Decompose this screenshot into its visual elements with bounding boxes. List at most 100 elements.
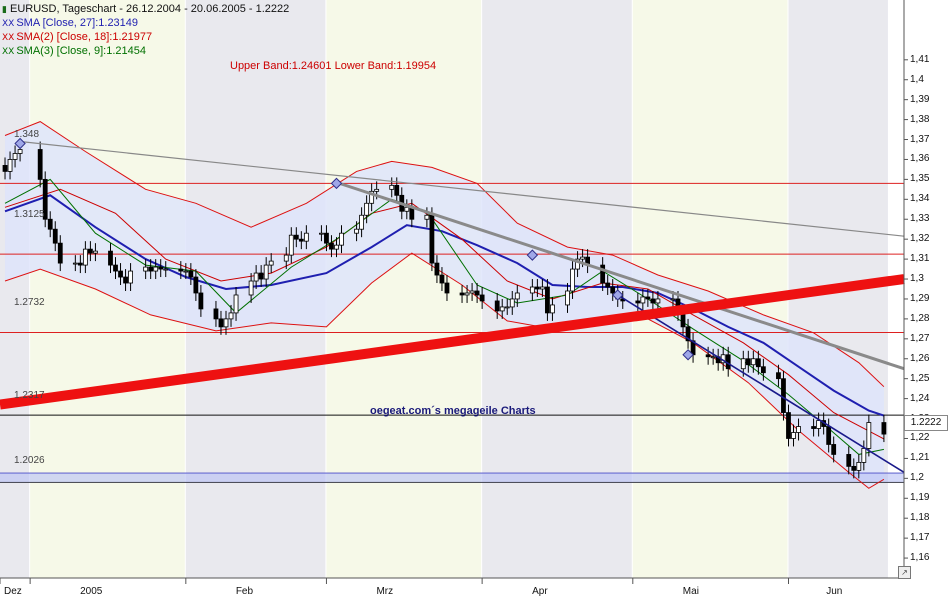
- candle-body: [47, 218, 53, 230]
- candle-body: [42, 178, 48, 220]
- candle-body: [610, 286, 616, 294]
- candle-body: [464, 292, 470, 296]
- candle: [570, 261, 575, 299]
- candle-body: [670, 298, 676, 301]
- level-lines: [0, 182, 904, 483]
- candle-body: [324, 232, 329, 244]
- candle-body: [143, 266, 149, 272]
- candle: [88, 241, 93, 262]
- candle: [816, 412, 822, 437]
- candle: [655, 290, 661, 311]
- candle-body: [791, 432, 796, 439]
- scroll-icon[interactable]: ↗: [898, 566, 911, 579]
- candle: [72, 255, 78, 272]
- candle-body: [851, 465, 857, 471]
- candle-body: [846, 454, 852, 467]
- candle: [178, 261, 184, 280]
- candle-body: [228, 312, 234, 320]
- x-tick-label: Jun: [826, 586, 843, 597]
- candle-body: [248, 280, 254, 296]
- legend-sma9[interactable]: XX SMA(3) [Close, 9]:1.21454: [2, 45, 146, 57]
- candle-body: [198, 292, 204, 310]
- candle-body: [710, 356, 716, 359]
- candle-body: [469, 290, 475, 294]
- candle: [791, 424, 796, 447]
- candle: [369, 183, 375, 212]
- trendline: [0, 274, 905, 410]
- candle-body: [640, 296, 646, 304]
- candle: [263, 257, 269, 288]
- candle: [550, 296, 555, 321]
- candle: [12, 145, 18, 168]
- series-line: [4, 194, 885, 417]
- y-tick-label: 1,33: [910, 213, 930, 225]
- candle-body: [570, 268, 575, 292]
- trendline: [20, 140, 905, 237]
- candle: [499, 298, 505, 319]
- candle: [760, 358, 766, 381]
- candle: [148, 259, 154, 280]
- candle: [7, 151, 13, 180]
- candle-body: [233, 294, 239, 314]
- candle: [57, 235, 63, 272]
- candle: [640, 289, 646, 311]
- candle-body: [37, 149, 43, 180]
- candle-body: [881, 422, 887, 435]
- candle: [479, 287, 485, 309]
- candle-body: [424, 214, 430, 220]
- y-tick-label: 1,16: [910, 552, 930, 564]
- candle-body: [479, 294, 485, 302]
- candle-body: [178, 268, 184, 272]
- candle: [223, 310, 229, 335]
- candle: [429, 207, 435, 272]
- legend-sma27[interactable]: XX SMA [Close, 27]:1.23149: [2, 17, 138, 29]
- candle: [82, 241, 88, 274]
- candle: [268, 253, 274, 274]
- candle-body: [389, 184, 395, 190]
- candle: [565, 283, 570, 313]
- y-tick-label: 1,32: [910, 233, 930, 245]
- level-label: 1.2026: [14, 455, 45, 466]
- candle: [534, 279, 540, 297]
- candle: [213, 300, 219, 327]
- candle: [504, 298, 510, 315]
- candle-body: [329, 242, 334, 250]
- candle: [469, 283, 475, 301]
- candle: [866, 414, 872, 457]
- y-tick-label: 1,21: [910, 452, 930, 464]
- candle: [143, 259, 149, 280]
- candle-body: [72, 262, 78, 265]
- candle: [786, 404, 791, 447]
- candle-body: [128, 270, 133, 284]
- candle: [153, 259, 159, 280]
- x-tick-label: Feb: [235, 586, 254, 597]
- y-tick-label: 1,37: [910, 133, 930, 145]
- candle-body: [755, 358, 761, 368]
- y-tick-label: 1,31: [910, 253, 930, 265]
- candle: [183, 263, 189, 280]
- pivot-marker: [682, 349, 694, 361]
- y-tick-label: 1,29: [910, 292, 930, 304]
- candle-body: [213, 308, 219, 320]
- candle: [218, 310, 224, 335]
- candle-body: [514, 292, 520, 300]
- candle: [248, 273, 254, 303]
- candle-body: [540, 286, 545, 290]
- candle: [113, 257, 118, 280]
- candle: [258, 265, 264, 288]
- candle-body: [319, 232, 324, 235]
- candle-body: [861, 448, 867, 463]
- legend-marker-icon: XX: [2, 19, 15, 29]
- candle-body: [655, 298, 661, 304]
- candle: [529, 279, 535, 301]
- series-line: [4, 188, 885, 440]
- level-label: 1.348: [14, 129, 40, 140]
- candle-body: [253, 272, 259, 282]
- candle-body: [534, 286, 540, 290]
- candle: [851, 458, 857, 479]
- candle-body: [745, 358, 751, 366]
- legend-sma18[interactable]: XX SMA(2) [Close, 18]:1.21977: [2, 31, 152, 43]
- candle: [233, 287, 239, 321]
- legend-marker-icon: XX: [2, 33, 15, 43]
- candle-body: [218, 318, 224, 328]
